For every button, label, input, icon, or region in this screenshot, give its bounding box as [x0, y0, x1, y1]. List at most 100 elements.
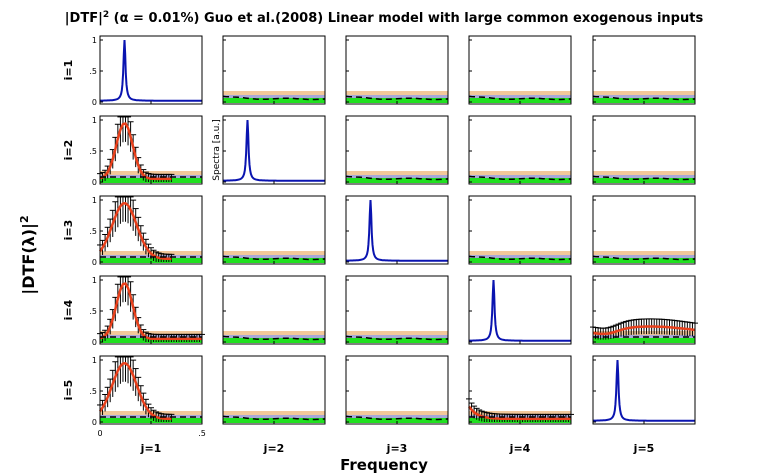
spectrum-line — [223, 119, 325, 182]
main-y-axis-label: |DTF(λ)|2 — [18, 215, 39, 294]
spectrum-line — [346, 199, 448, 262]
dtf-mean-line — [468, 405, 571, 421]
purple-band — [223, 335, 325, 340]
orange-band — [593, 251, 695, 257]
panel-i2-j2: Spectra [a.u.] — [212, 115, 326, 185]
panel-i4-j5 — [590, 275, 698, 345]
panel-i2-j1: 0 .5 1 i=2 — [62, 115, 203, 187]
green-band — [223, 258, 325, 263]
figure-title: |DTF|2 (α = 0.01%) Guo et al.(2008) Line… — [65, 10, 704, 26]
threshold-line — [592, 175, 696, 181]
panel-i1-j5 — [592, 35, 696, 105]
green-band — [346, 418, 448, 423]
col-label: j=5 — [633, 442, 655, 455]
green-band — [346, 178, 448, 183]
orange-band — [346, 331, 448, 337]
orange-band — [593, 91, 695, 97]
purple-band — [469, 175, 571, 180]
purple-band — [346, 175, 448, 180]
row-label: i=5 — [62, 380, 75, 401]
panel-i1-j1: 0 .5 1 i=1 — [62, 35, 203, 107]
panel-i2-j3 — [345, 115, 449, 185]
spectrum-line — [469, 279, 571, 342]
y-tick-label: .5 — [89, 67, 97, 76]
purple-band — [223, 255, 325, 260]
col-label: j=2 — [263, 442, 285, 455]
orange-band — [469, 91, 571, 97]
threshold-line — [222, 415, 326, 421]
panel-i1-j3 — [345, 35, 449, 105]
green-band — [223, 338, 325, 343]
threshold-line — [345, 95, 449, 101]
diag-y-label-text: Spectra [a.u.] — [212, 119, 222, 180]
green-band — [100, 258, 202, 263]
panel-frame — [222, 115, 326, 185]
panel-i4-j4 — [468, 275, 572, 345]
panel-frame — [592, 355, 696, 425]
row-label: i=3 — [62, 220, 75, 241]
panel-i1-j4 — [468, 35, 572, 105]
threshold-line — [468, 175, 572, 181]
threshold-line — [222, 255, 326, 261]
y-tick-label: .5 — [89, 387, 97, 396]
purple-band — [223, 95, 325, 100]
y-tick-label: 0 — [92, 178, 97, 187]
orange-band — [469, 251, 571, 257]
orange-band — [346, 91, 448, 97]
orange-band — [223, 251, 325, 257]
y-tick-label: 1 — [92, 196, 97, 205]
green-band — [223, 418, 325, 423]
orange-band — [346, 171, 448, 177]
panel-i3-j1: 0 .5 1 i=3 — [62, 195, 203, 267]
row-label-text: i=5 — [62, 380, 75, 401]
panel-i3-j5 — [592, 195, 696, 265]
panel-i2-j4 — [468, 115, 572, 185]
row-label-text: i=4 — [62, 299, 75, 320]
dtf-mean-line — [98, 202, 172, 261]
y-tick-label: 1 — [92, 276, 97, 285]
row-label-text: i=1 — [62, 60, 75, 81]
green-band — [593, 98, 695, 103]
purple-band — [593, 255, 695, 260]
orange-band — [223, 411, 325, 417]
col-label: j=3 — [386, 442, 408, 455]
row-label: i=2 — [62, 140, 75, 161]
threshold-line — [345, 415, 449, 421]
y-tick-label: .5 — [89, 307, 97, 316]
threshold-line — [222, 95, 326, 101]
spectrum-line — [593, 359, 695, 422]
row-label: i=1 — [62, 60, 75, 81]
orange-band — [593, 171, 695, 177]
y-tick-label: 0 — [92, 338, 97, 347]
dtf-mean-line — [99, 122, 172, 181]
dtf-mean-line — [99, 282, 202, 341]
panel-i5-j5: j=5 — [592, 355, 696, 455]
panel-i4-j2 — [222, 275, 326, 345]
green-band — [593, 338, 695, 343]
col-label: j=1 — [140, 442, 162, 455]
green-band — [593, 258, 695, 263]
y-tick-label: 1 — [92, 356, 97, 365]
purple-band — [469, 95, 571, 100]
orange-band — [346, 411, 448, 417]
panel-i3-j4 — [468, 195, 572, 265]
panel-i5-j4: j=4 — [466, 355, 574, 455]
panel-frame — [99, 35, 203, 105]
row-label-text: i=2 — [62, 140, 75, 161]
orange-band — [469, 171, 571, 177]
y-tick-label: 1 — [92, 116, 97, 125]
y-tick-label: 1 — [92, 36, 97, 45]
panel-i4-j3 — [345, 275, 449, 345]
purple-band — [346, 415, 448, 420]
green-band — [469, 178, 571, 183]
spectrum-line — [100, 39, 202, 102]
purple-band — [223, 415, 325, 420]
y-tick-label: .5 — [89, 147, 97, 156]
y-tick-label: 0 — [92, 418, 97, 427]
y-tick-label: 0 — [92, 258, 97, 267]
purple-band — [593, 175, 695, 180]
y-tick-label: .5 — [89, 227, 97, 236]
panel-frame — [468, 275, 572, 345]
panel-i5-j3: j=3 — [345, 355, 449, 455]
purple-band — [593, 95, 695, 100]
